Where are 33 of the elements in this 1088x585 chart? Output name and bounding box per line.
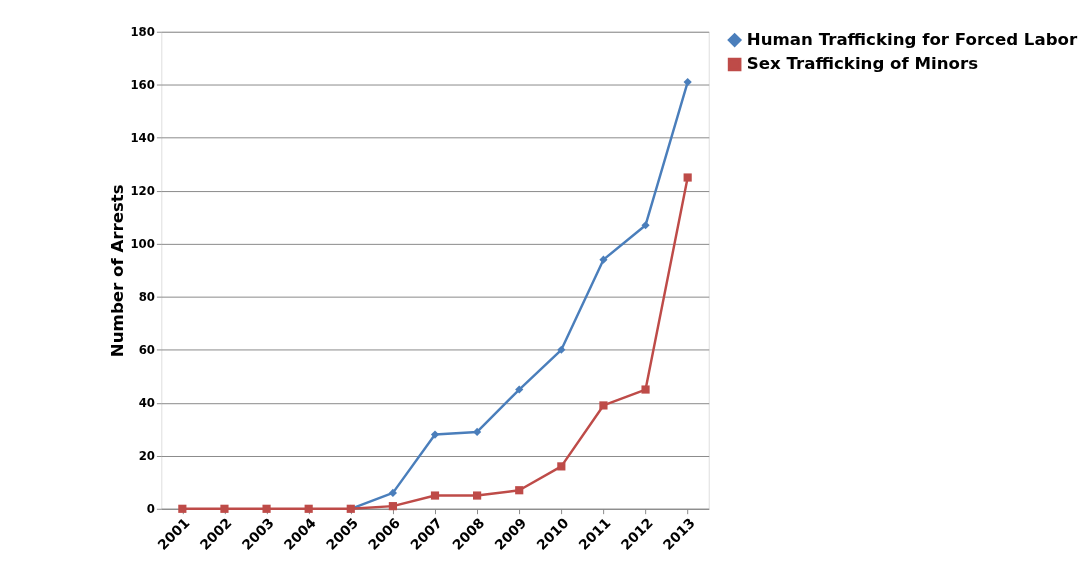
point — [641, 221, 650, 230]
point — [599, 255, 608, 264]
y-tick-label: 140 — [130, 131, 155, 146]
y-tick-label: 60 — [138, 343, 155, 358]
y-tick-label: 100 — [130, 237, 155, 252]
y-tick-label: 80 — [138, 290, 155, 305]
point — [220, 504, 229, 513]
y-tick-label: 180 — [130, 25, 155, 40]
point — [641, 385, 650, 394]
legend-label: Human Trafficking for Forced Labor — [746, 29, 1078, 49]
y-tick-label: 20 — [138, 449, 155, 464]
legend-label: Sex Trafficking of Minors — [746, 54, 979, 74]
point — [515, 385, 524, 394]
y-tick-label: 40 — [138, 396, 155, 411]
point — [262, 504, 271, 513]
point — [515, 486, 524, 495]
point — [430, 430, 440, 439]
point — [388, 502, 397, 511]
point — [557, 345, 566, 354]
point — [599, 401, 608, 410]
point — [304, 504, 313, 513]
point — [557, 462, 566, 471]
point — [473, 427, 482, 437]
point — [430, 491, 440, 500]
y-tick-label: 160 — [130, 78, 155, 93]
y-tick-label: 0 — [146, 502, 155, 517]
y-axis-title: Number of Arrests — [107, 184, 127, 358]
y-tick-label: 120 — [130, 184, 155, 199]
point — [388, 488, 397, 497]
point — [683, 78, 692, 87]
point — [473, 491, 482, 500]
point — [178, 504, 187, 513]
point — [683, 173, 692, 182]
